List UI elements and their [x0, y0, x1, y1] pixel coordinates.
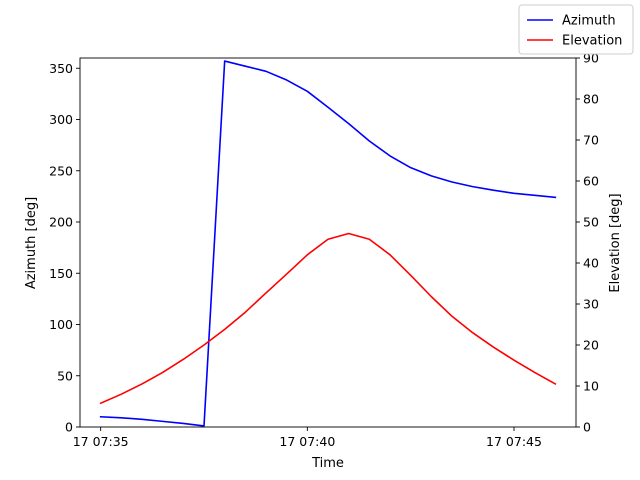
- axes-layer: 17 07:35 17 07:40 17 07:450501001502002503…: [49, 51, 599, 450]
- series-line-azimuth: [99, 60, 557, 427]
- plot-background: [80, 58, 576, 427]
- legend: Azimuth Elevation: [518, 4, 634, 55]
- plot-area: [80, 58, 576, 427]
- right-y-tick-label: 50: [583, 215, 599, 230]
- x-tick-label: 17 07:45: [486, 434, 542, 449]
- left-y-tick-label: 150: [49, 266, 73, 281]
- right-y-tick-label: 0: [583, 420, 591, 435]
- left-y-tick-label: 200: [49, 215, 73, 230]
- right-y-axis-label: Elevation [deg]: [608, 193, 623, 292]
- right-y-tick-label: 60: [583, 174, 599, 189]
- legend-label-azimuth: Azimuth: [562, 14, 616, 29]
- left-y-tick-label: 250: [49, 163, 73, 178]
- right-y-tick-label: 30: [583, 297, 599, 312]
- right-y-tick-label: 70: [583, 133, 599, 148]
- right-y-tick-label: 10: [583, 379, 599, 394]
- x-axis-label: Time: [311, 456, 344, 471]
- right-y-tick-label: 40: [583, 256, 599, 271]
- right-y-tick-label: 80: [583, 92, 599, 107]
- left-y-tick-label: 0: [65, 420, 73, 435]
- left-y-tick-label: 50: [57, 368, 73, 383]
- right-y-tick-label: 20: [583, 338, 599, 353]
- legend-box: [518, 4, 634, 55]
- left-y-tick-label: 300: [49, 112, 73, 127]
- left-y-tick-label: 100: [49, 317, 73, 332]
- series-line-elevation: [99, 232, 557, 405]
- x-tick-label: 17 07:35: [73, 434, 129, 449]
- legend-label-elevation: Elevation: [562, 34, 622, 49]
- axes-frame: [79, 57, 577, 428]
- x-tick-label: 17 07:40: [279, 434, 335, 449]
- left-y-axis-label: Azimuth [deg]: [24, 197, 39, 289]
- left-y-tick-label: 350: [49, 61, 73, 76]
- series-layer: [99, 60, 557, 427]
